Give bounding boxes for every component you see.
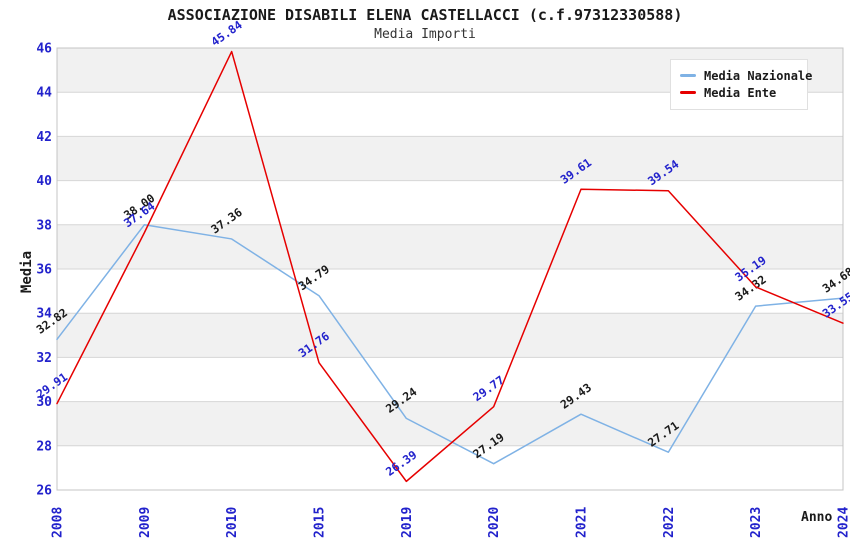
legend-item-media-ente: Media Ente	[680, 84, 798, 101]
chart-title: ASSOCIAZIONE DISABILI ELENA CASTELLACCI …	[167, 6, 683, 24]
y-tick-label: 34	[36, 307, 52, 322]
x-tick-label: 2020	[487, 507, 502, 538]
x-tick-label: 2019	[400, 507, 415, 538]
legend-label-media-ente: Media Ente	[704, 85, 777, 100]
legend-label-media-nazionale: Media Nazionale	[704, 68, 813, 83]
y-tick-label: 36	[36, 263, 52, 278]
plot-band	[57, 269, 843, 314]
x-tick-label: 2022	[662, 507, 677, 538]
y-tick-label: 42	[36, 130, 52, 145]
x-tick-label: 2008	[51, 507, 66, 538]
y-tick-label: 28	[36, 439, 52, 454]
plot-band	[57, 224, 843, 269]
x-axis-title: Anno	[801, 510, 833, 525]
y-tick-label: 30	[36, 395, 52, 410]
legend: Media Nazionale Media Ente	[670, 59, 812, 110]
plot-border	[56, 47, 844, 491]
x-tick-label: 2009	[138, 507, 153, 538]
y-axis-title: Media	[19, 250, 35, 294]
plot-band	[57, 180, 843, 225]
plot-band	[57, 357, 843, 402]
y-tick-label: 40	[36, 174, 52, 189]
series-swatch-media-ente-icon	[680, 91, 696, 94]
legend-item-media-nazionale: Media Nazionale	[680, 67, 812, 84]
chart-subtitle: Media Importi	[374, 27, 476, 42]
y-tick-label: 38	[36, 218, 52, 233]
y-tick-label: 32	[36, 351, 52, 366]
data-label-media-ente: 45.84	[208, 18, 244, 49]
y-tick-label: 46	[36, 42, 52, 57]
plot-band	[57, 313, 843, 358]
y-tick-label: 26	[36, 484, 52, 499]
series-swatch-media-nazionale-icon	[680, 74, 696, 77]
plot-band	[57, 401, 843, 446]
y-tick-label: 44	[36, 86, 52, 101]
x-tick-label: 2023	[749, 507, 764, 538]
x-tick-label: 2021	[575, 507, 590, 538]
plot-band	[57, 136, 843, 181]
x-tick-label: 2024	[837, 507, 850, 538]
x-tick-label: 2010	[225, 507, 240, 538]
plot-band	[57, 445, 843, 490]
series-line-media-ente	[56, 50, 844, 483]
series-line-media-nazionale	[56, 224, 844, 465]
x-tick-label: 2015	[313, 507, 328, 538]
